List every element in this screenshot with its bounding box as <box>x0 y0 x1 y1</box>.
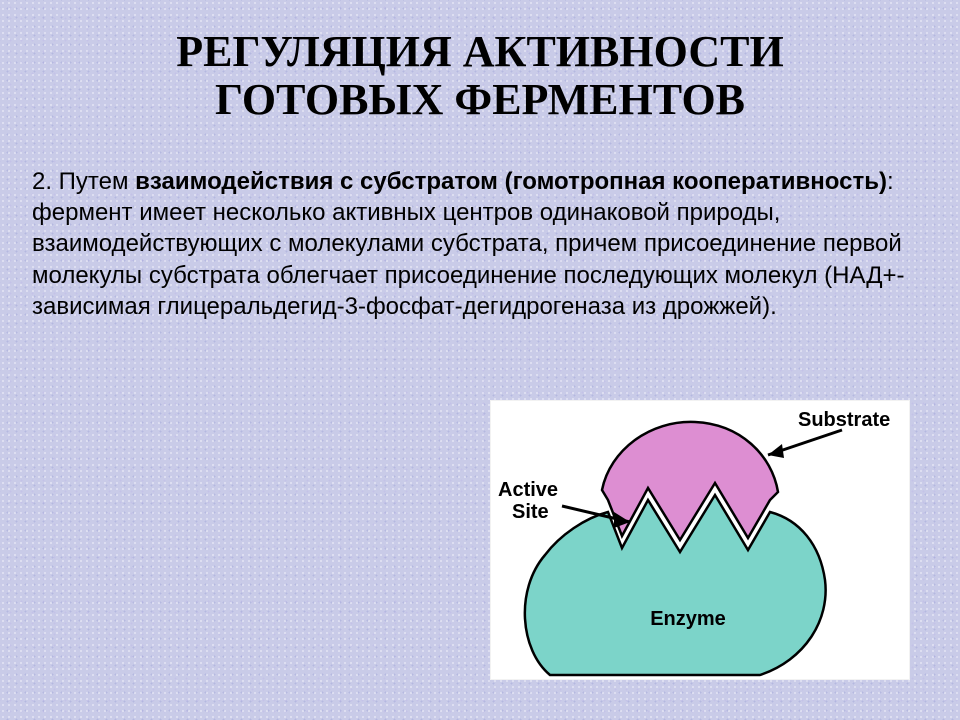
body-bold: взаимодействия с субстратом (гомотропная… <box>135 168 887 195</box>
enzyme-substrate-diagram: Substrate Active Site Enzyme <box>490 400 910 680</box>
enzyme-label: Enzyme <box>650 608 726 630</box>
body-lead: 2. Путем <box>32 168 135 195</box>
substrate-arrow <box>768 430 842 458</box>
substrate-label: Substrate <box>798 409 890 431</box>
active-site-label-line1: Active <box>498 479 558 501</box>
slide: РЕГУЛЯЦИЯ АКТИВНОСТИ ГОТОВЫХ ФЕРМЕНТОВ 2… <box>0 0 960 720</box>
body-text: 2. Путем взаимодействия с субстратом (го… <box>32 166 928 322</box>
active-site-label-line2: Site <box>512 501 549 523</box>
slide-title: РЕГУЛЯЦИЯ АКТИВНОСТИ ГОТОВЫХ ФЕРМЕНТОВ <box>0 28 960 125</box>
diagram-svg: Substrate Active Site Enzyme <box>490 400 910 680</box>
